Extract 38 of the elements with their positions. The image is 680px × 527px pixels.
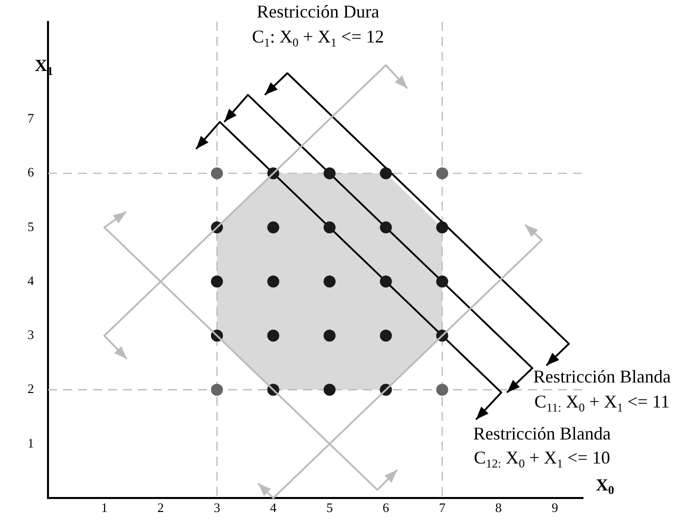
y-tick-label: 1 xyxy=(28,435,34,450)
point xyxy=(380,167,392,180)
point xyxy=(210,276,223,288)
x-tick-label: 1 xyxy=(101,500,108,516)
point xyxy=(210,167,223,180)
point xyxy=(324,330,336,342)
point xyxy=(324,276,336,288)
point xyxy=(436,276,448,288)
annotation: Restricción Blanda xyxy=(533,366,671,387)
point xyxy=(436,167,448,180)
point xyxy=(436,384,448,396)
annotation: Restricción Dura xyxy=(256,2,380,22)
point xyxy=(436,221,448,234)
y-tick-label: 2 xyxy=(28,381,34,396)
y-tick-label: 6 xyxy=(28,164,34,180)
y-tick-label: 7 xyxy=(28,110,34,126)
point xyxy=(267,276,280,288)
point xyxy=(210,384,223,396)
point xyxy=(380,330,392,342)
x-tick-label: 8 xyxy=(495,500,502,516)
x-tick-label: 9 xyxy=(552,500,558,516)
point xyxy=(324,384,336,396)
point xyxy=(267,330,280,342)
x-tick-label: 6 xyxy=(382,500,390,516)
x-tick-label: 3 xyxy=(214,500,220,516)
x-tick-label: 7 xyxy=(438,500,446,516)
point xyxy=(324,221,336,234)
point xyxy=(324,167,336,180)
point xyxy=(267,221,280,234)
x-tick-label: 4 xyxy=(270,500,278,516)
annotation: Restricción Blanda xyxy=(473,424,611,444)
point xyxy=(380,221,392,234)
y-tick-label: 4 xyxy=(28,272,34,288)
point xyxy=(380,276,392,288)
y-tick-label: 3 xyxy=(28,327,34,342)
x-tick-label: 2 xyxy=(157,500,164,516)
x-tick-label: 5 xyxy=(326,500,333,516)
y-tick-label: 5 xyxy=(28,218,34,234)
